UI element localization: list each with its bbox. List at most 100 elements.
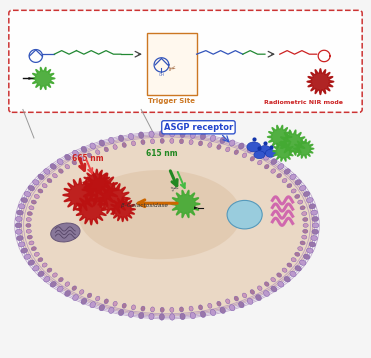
Ellipse shape: [242, 293, 247, 298]
Ellipse shape: [200, 133, 206, 140]
Ellipse shape: [180, 139, 184, 144]
Ellipse shape: [139, 132, 144, 138]
Ellipse shape: [284, 276, 290, 282]
Ellipse shape: [189, 140, 193, 145]
Ellipse shape: [309, 242, 316, 247]
Ellipse shape: [47, 178, 52, 183]
Ellipse shape: [113, 301, 117, 306]
Ellipse shape: [277, 273, 282, 277]
Ellipse shape: [217, 301, 221, 306]
Ellipse shape: [189, 306, 193, 311]
Polygon shape: [267, 125, 292, 149]
Polygon shape: [110, 197, 135, 222]
Ellipse shape: [59, 277, 63, 282]
Ellipse shape: [149, 313, 154, 320]
Ellipse shape: [299, 260, 306, 265]
Ellipse shape: [229, 305, 235, 311]
Ellipse shape: [57, 286, 63, 292]
Ellipse shape: [309, 204, 316, 209]
Ellipse shape: [282, 268, 287, 272]
Ellipse shape: [38, 189, 43, 193]
Ellipse shape: [217, 145, 221, 149]
Ellipse shape: [220, 137, 226, 144]
Ellipse shape: [278, 164, 284, 169]
Ellipse shape: [27, 235, 32, 239]
Ellipse shape: [149, 131, 154, 137]
Ellipse shape: [210, 309, 216, 316]
FancyBboxPatch shape: [147, 33, 197, 95]
Ellipse shape: [19, 242, 25, 247]
Ellipse shape: [170, 131, 175, 137]
Ellipse shape: [220, 307, 226, 314]
Ellipse shape: [21, 248, 27, 253]
Ellipse shape: [59, 169, 63, 173]
Ellipse shape: [226, 147, 230, 152]
Ellipse shape: [87, 293, 92, 298]
Ellipse shape: [278, 281, 284, 287]
Ellipse shape: [109, 307, 114, 314]
Ellipse shape: [170, 314, 175, 320]
Ellipse shape: [257, 160, 262, 165]
Polygon shape: [294, 139, 314, 158]
Ellipse shape: [28, 260, 35, 265]
Ellipse shape: [113, 145, 117, 149]
Ellipse shape: [306, 248, 313, 253]
Ellipse shape: [311, 236, 318, 241]
Ellipse shape: [300, 206, 305, 210]
Ellipse shape: [19, 204, 25, 209]
Ellipse shape: [42, 184, 47, 188]
Text: 665 nm: 665 nm: [72, 154, 104, 163]
Ellipse shape: [247, 146, 253, 153]
Ellipse shape: [271, 159, 277, 165]
Ellipse shape: [170, 139, 174, 144]
Ellipse shape: [303, 254, 310, 259]
Polygon shape: [83, 169, 111, 196]
Ellipse shape: [306, 198, 313, 203]
Ellipse shape: [250, 156, 255, 161]
Ellipse shape: [118, 135, 124, 141]
Ellipse shape: [312, 223, 319, 228]
Ellipse shape: [31, 247, 36, 251]
Ellipse shape: [257, 286, 262, 290]
Ellipse shape: [151, 139, 155, 144]
Ellipse shape: [17, 236, 23, 241]
Ellipse shape: [287, 263, 292, 267]
Ellipse shape: [104, 147, 108, 152]
Ellipse shape: [78, 170, 241, 259]
Ellipse shape: [291, 258, 296, 262]
Ellipse shape: [19, 134, 315, 316]
Ellipse shape: [312, 229, 319, 234]
Ellipse shape: [302, 212, 307, 216]
Ellipse shape: [96, 150, 100, 155]
Polygon shape: [307, 69, 334, 95]
Ellipse shape: [303, 218, 308, 222]
Ellipse shape: [42, 263, 47, 267]
Text: Trigger Site: Trigger Site: [148, 98, 195, 104]
Ellipse shape: [65, 282, 70, 286]
Ellipse shape: [79, 156, 84, 161]
Ellipse shape: [208, 303, 212, 308]
Ellipse shape: [254, 151, 265, 159]
Ellipse shape: [234, 150, 239, 155]
Ellipse shape: [159, 314, 164, 320]
Ellipse shape: [295, 266, 301, 271]
Ellipse shape: [15, 223, 22, 228]
Ellipse shape: [29, 206, 34, 210]
Ellipse shape: [180, 313, 185, 320]
Ellipse shape: [312, 217, 319, 222]
Ellipse shape: [239, 143, 244, 149]
Ellipse shape: [73, 150, 78, 156]
Ellipse shape: [256, 150, 262, 156]
Ellipse shape: [99, 305, 105, 311]
Ellipse shape: [17, 210, 23, 215]
Polygon shape: [63, 179, 97, 212]
Ellipse shape: [139, 313, 144, 319]
Ellipse shape: [226, 299, 230, 304]
Ellipse shape: [122, 142, 126, 147]
Ellipse shape: [190, 132, 196, 138]
Ellipse shape: [242, 153, 247, 158]
Ellipse shape: [259, 145, 271, 154]
Ellipse shape: [29, 241, 34, 245]
Text: OH: OH: [158, 73, 164, 77]
Ellipse shape: [311, 210, 318, 215]
